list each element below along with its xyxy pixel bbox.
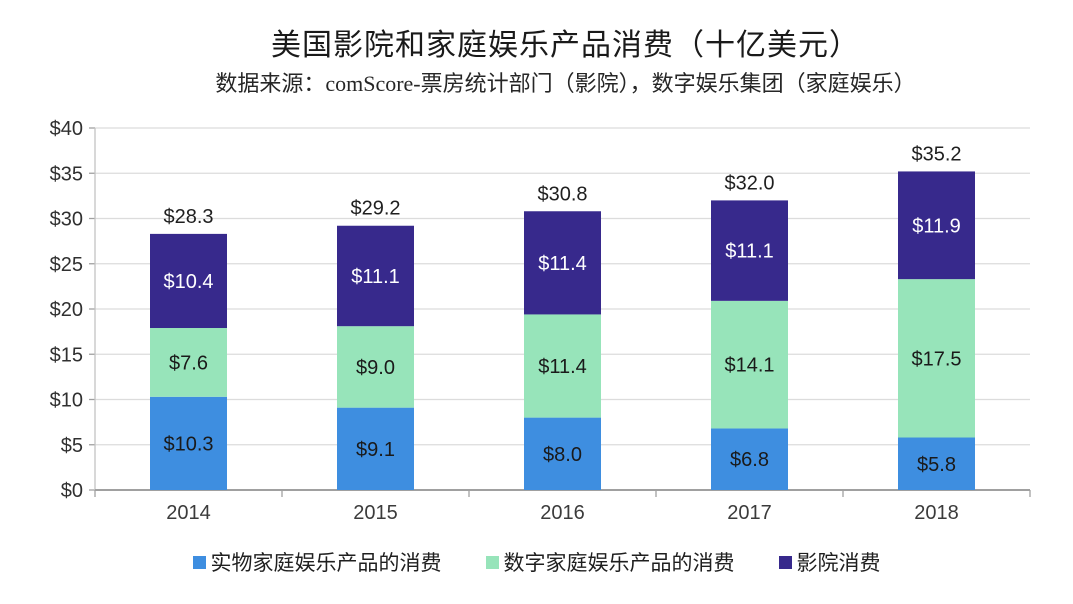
- y-axis-label: $5: [61, 435, 83, 457]
- y-axis-label: $30: [50, 209, 83, 231]
- legend-swatch-icon: [485, 555, 499, 569]
- y-axis-label: $10: [50, 390, 83, 412]
- chart-legend: 实物家庭娱乐产品的消费 数字家庭娱乐产品的消费 影院消费: [0, 547, 1073, 577]
- bar-total-label: $28.3: [163, 206, 213, 228]
- bar-segment: [337, 326, 414, 408]
- bar-total-label: $30.8: [537, 183, 587, 205]
- y-axis-label: $15: [50, 344, 83, 366]
- y-axis-label: $35: [50, 163, 83, 185]
- legend-swatch-icon: [778, 555, 792, 569]
- bar-segment-label: $11.1: [351, 266, 400, 288]
- bar-segment: [711, 200, 788, 301]
- bar-segment-label: $9.1: [356, 439, 395, 461]
- legend-item-0: 实物家庭娱乐产品的消费: [192, 547, 442, 577]
- legend-item-2: 影院消费: [778, 547, 881, 577]
- bar-segment-label: $6.8: [730, 449, 769, 471]
- y-axis-label: $0: [61, 480, 83, 502]
- bar-segment: [898, 437, 975, 490]
- y-axis-label: $25: [50, 254, 83, 276]
- chart-subtitle: 数据来源：comScore-票房统计部门（影院），数字娱乐集团（家庭娱乐）: [215, 71, 916, 96]
- bar-segment-label: $17.5: [911, 348, 961, 370]
- x-axis-label: 2016: [540, 502, 585, 524]
- chart-title: 美国影院和家庭娱乐产品消费（十亿美元）: [271, 29, 860, 62]
- bar-total-label: $32.0: [724, 172, 774, 194]
- bar-segment-label: $5.8: [917, 454, 956, 476]
- bar-segment-label: $11.4: [538, 356, 587, 378]
- bar-segment-label: $11.4: [538, 253, 587, 275]
- bar-segment-label: $10.4: [163, 271, 213, 293]
- bar-total-label: $35.2: [911, 143, 961, 165]
- bar-segment: [898, 171, 975, 280]
- legend-label: 数字家庭娱乐产品的消费: [503, 551, 735, 575]
- bar-segment: [524, 314, 601, 418]
- y-axis-label: $40: [50, 118, 83, 140]
- legend-swatch-icon: [192, 555, 206, 569]
- x-axis-label: 2018: [914, 502, 959, 524]
- legend-label: 影院消费: [796, 551, 881, 575]
- bar-segment: [337, 407, 414, 490]
- bar-segment: [711, 300, 788, 429]
- bar-segment: [524, 211, 601, 315]
- x-axis-label: 2014: [166, 502, 211, 524]
- x-axis-label: 2015: [353, 502, 398, 524]
- bar-segment: [524, 417, 601, 490]
- bar-segment-label: $7.6: [169, 352, 208, 374]
- bar-segment: [150, 396, 227, 490]
- bar-segment-label: $11.1: [725, 241, 774, 263]
- bar-segment-label: $9.0: [356, 357, 395, 379]
- bar-segment-label: $8.0: [543, 444, 582, 466]
- bar-total-label: $29.2: [350, 198, 400, 220]
- legend-item-1: 数字家庭娱乐产品的消费: [485, 547, 735, 577]
- bar-segment-label: $10.3: [163, 433, 213, 455]
- legend-label: 实物家庭娱乐产品的消费: [210, 551, 442, 575]
- bar-segment: [337, 225, 414, 327]
- y-axis-label: $20: [50, 299, 83, 321]
- x-axis-label: 2017: [727, 502, 772, 524]
- bar-segment: [150, 328, 227, 397]
- bar-segment: [150, 233, 227, 329]
- bar-segment-label: $11.9: [912, 215, 961, 237]
- bar-segment-label: $14.1: [724, 355, 774, 377]
- bar-segment: [898, 279, 975, 438]
- bar-segment: [711, 428, 788, 490]
